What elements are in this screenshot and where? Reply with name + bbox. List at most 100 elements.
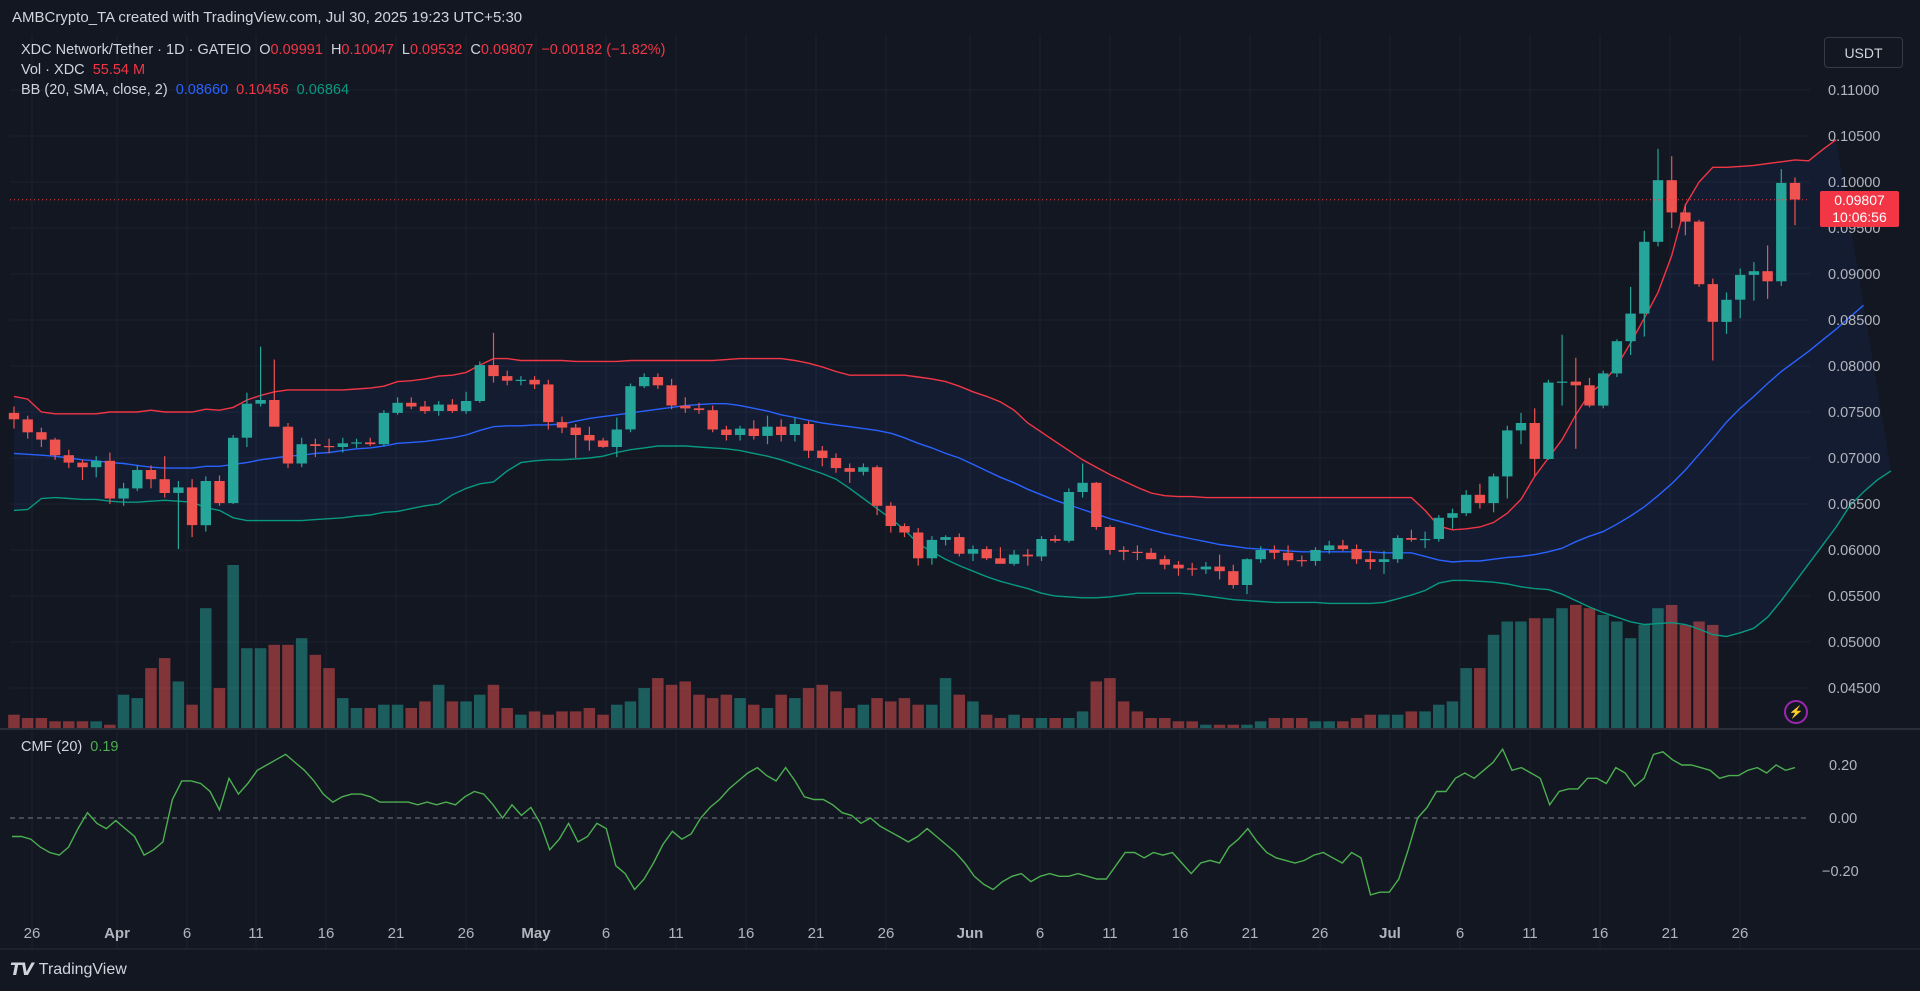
volume-bar xyxy=(1679,624,1692,728)
candle-body xyxy=(1488,476,1499,504)
candle-body xyxy=(1351,549,1362,560)
cmf-legend[interactable]: CMF (20) 0.19 xyxy=(21,739,123,755)
volume-bar xyxy=(1570,604,1582,728)
high-value: 0.10047 xyxy=(341,42,394,58)
candle-body xyxy=(529,379,540,385)
candle xyxy=(584,426,595,451)
candle-body xyxy=(241,403,253,438)
volume-bar xyxy=(1131,711,1144,728)
price-axis[interactable]: 0.110000.105000.100000.095000.090000.085… xyxy=(1828,83,1880,697)
price-tick-label: 0.08000 xyxy=(1828,359,1880,375)
candle-body xyxy=(132,470,143,489)
candle xyxy=(1762,245,1773,299)
candle xyxy=(255,346,266,407)
candle-body xyxy=(858,467,869,472)
volume-bar xyxy=(789,698,801,728)
price-tick-label: 0.09000 xyxy=(1828,267,1880,283)
candle xyxy=(1036,536,1047,562)
candle-body xyxy=(1310,550,1321,561)
volume-bar xyxy=(624,701,637,728)
candle-body xyxy=(776,426,787,435)
candle xyxy=(310,438,321,458)
volume-bar xyxy=(282,644,294,728)
candle xyxy=(186,479,198,538)
volume-bar xyxy=(1296,718,1308,728)
candle xyxy=(1091,481,1102,530)
candle-body xyxy=(707,410,718,430)
bollinger-lines xyxy=(13,139,1892,638)
candle-body xyxy=(419,406,431,412)
candle xyxy=(680,397,691,413)
candle-body xyxy=(1474,494,1486,504)
candle-body xyxy=(1529,423,1540,459)
volume-bar xyxy=(1035,718,1048,728)
low-value: 0.09532 xyxy=(409,42,463,58)
symbol-title: XDC Network/Tether · 1D · GATEIO xyxy=(21,42,252,58)
volume-bar xyxy=(323,668,335,728)
candle-body xyxy=(597,440,609,447)
symbol-legend[interactable]: XDC Network/Tether · 1D · GATEIO O0.0999… xyxy=(21,42,670,58)
candle-body xyxy=(488,365,499,377)
volume-bar xyxy=(309,654,322,728)
candle-body xyxy=(693,408,705,411)
candle-body xyxy=(1789,182,1801,200)
candle xyxy=(406,397,417,410)
volume-bar xyxy=(1104,678,1116,728)
chart-credit: AMBCrypto_TA created with TradingView.co… xyxy=(12,9,523,26)
currency-button[interactable]: USDT xyxy=(1824,37,1903,68)
volume-bar xyxy=(227,565,239,728)
volume-bar xyxy=(1487,634,1500,728)
candle xyxy=(899,523,910,538)
candle xyxy=(378,410,390,447)
candle-body xyxy=(1050,539,1061,541)
candle-body xyxy=(323,446,335,448)
bollinger-lower-line xyxy=(13,445,1892,638)
change-value: −0.00182 (−1.82%) xyxy=(541,42,666,58)
candle-body xyxy=(899,526,910,533)
volume-bar xyxy=(1241,724,1253,728)
candle-body xyxy=(1214,566,1225,572)
volume-bar xyxy=(885,701,897,728)
candle-body xyxy=(734,428,746,435)
candle-body xyxy=(365,442,376,445)
volume-bar xyxy=(775,694,787,728)
time-tick-label: 16 xyxy=(1172,925,1189,942)
volume-legend[interactable]: Vol · XDC 55.54 M xyxy=(21,62,149,78)
bollinger-lower-value: 0.06864 xyxy=(296,82,350,98)
lightning-icon[interactable]: ⚡ xyxy=(1784,700,1808,724)
time-tick-label: 6 xyxy=(1036,925,1044,942)
bar-countdown: 10:06:56 xyxy=(1832,209,1887,225)
candle-body xyxy=(1145,552,1157,560)
candle-body xyxy=(1200,566,1212,570)
volume-bar xyxy=(1652,608,1664,728)
time-tick-label: 6 xyxy=(602,925,610,942)
bollinger-legend[interactable]: BB (20, SMA, close, 2) 0.08660 0.10456 0… xyxy=(21,82,353,98)
volume-bar xyxy=(1337,721,1349,728)
volume-bar xyxy=(145,668,157,728)
candle xyxy=(1104,525,1116,555)
volume-bar xyxy=(994,718,1007,728)
volume-bar xyxy=(241,648,253,728)
candle xyxy=(803,421,814,458)
time-tick-label: Jul xyxy=(1379,925,1401,942)
volume-bar xyxy=(460,701,472,728)
volume-bar xyxy=(1268,718,1281,728)
candle xyxy=(8,406,20,429)
volume-bar xyxy=(706,698,719,728)
volume-bar xyxy=(1583,608,1596,728)
time-axis[interactable]: 26 Apr 6 11 16 21 26 May 6 11 16 21 26 Jun 6 11 16 21 26 Ju… xyxy=(24,925,1749,942)
candle-body xyxy=(104,460,116,499)
price-tick-label: 0.06000 xyxy=(1828,543,1880,559)
candle-body xyxy=(1652,180,1664,242)
candle-body xyxy=(1584,385,1595,406)
volume-bar xyxy=(843,708,856,728)
bollinger-label: BB (20, SMA, close, 2) xyxy=(21,82,168,98)
candle xyxy=(1789,177,1801,226)
volume-bar xyxy=(1693,621,1705,728)
bollinger-basis-line xyxy=(13,304,1864,563)
tradingview-logo[interactable]: 𝙏𝙑 TradingView xyxy=(10,960,127,980)
candle-body xyxy=(680,405,691,409)
candle-body xyxy=(1693,221,1705,285)
cmf-value: 0.19 xyxy=(90,739,119,755)
volume-bar xyxy=(446,701,459,728)
